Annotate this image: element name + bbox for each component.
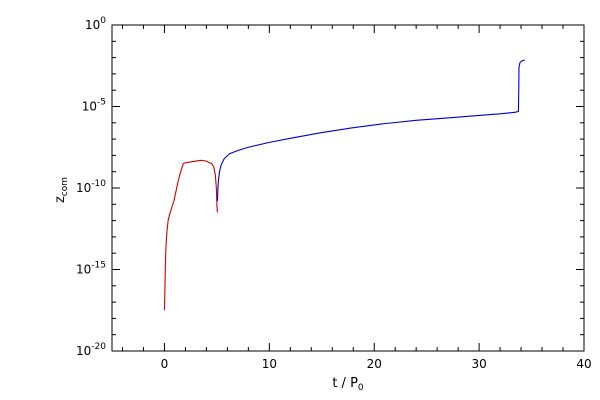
- y-tick-label-base: 10: [76, 344, 91, 358]
- x-axis-title-sub: 0: [358, 383, 364, 393]
- x-tick-label: 10: [262, 357, 277, 371]
- y-tick-label-exponent: -15: [91, 261, 106, 271]
- x-axis-title: t / P0: [332, 376, 364, 393]
- y-tick-label: 10-15: [76, 261, 106, 277]
- x-tick-label: 20: [367, 357, 382, 371]
- x-tick-label: 0: [161, 357, 169, 371]
- y-tick-label: 10-10: [76, 179, 106, 195]
- y-tick-label-exponent: -10: [91, 179, 106, 189]
- x-axis-title-main: t / P: [332, 376, 358, 391]
- x-tick-label: 30: [471, 357, 486, 371]
- x-tick-label: 40: [576, 357, 591, 371]
- y-tick-label-base: 10: [82, 100, 97, 114]
- series-line-1: [216, 59, 525, 202]
- series-layer: [163, 59, 525, 311]
- y-tick-label-exponent: 0: [100, 16, 106, 26]
- y-tick-label-base: 10: [76, 263, 91, 277]
- series-line-0: [163, 159, 218, 311]
- axis-ticks: [112, 24, 585, 352]
- y-axis-title-main: z: [53, 196, 68, 203]
- y-tick-label: 10-20: [76, 342, 106, 358]
- y-tick-label: 100: [85, 16, 106, 32]
- y-tick-label-base: 10: [85, 18, 100, 32]
- y-tick-label-exponent: -5: [97, 98, 106, 108]
- plot-frame: [111, 24, 585, 352]
- y-axis-title: zcom: [53, 177, 70, 203]
- y-axis-title-sub: com: [60, 177, 70, 196]
- y-tick-label-base: 10: [76, 181, 91, 195]
- y-tick-label-exponent: -20: [91, 342, 106, 352]
- y-tick-label: 10-5: [82, 98, 106, 114]
